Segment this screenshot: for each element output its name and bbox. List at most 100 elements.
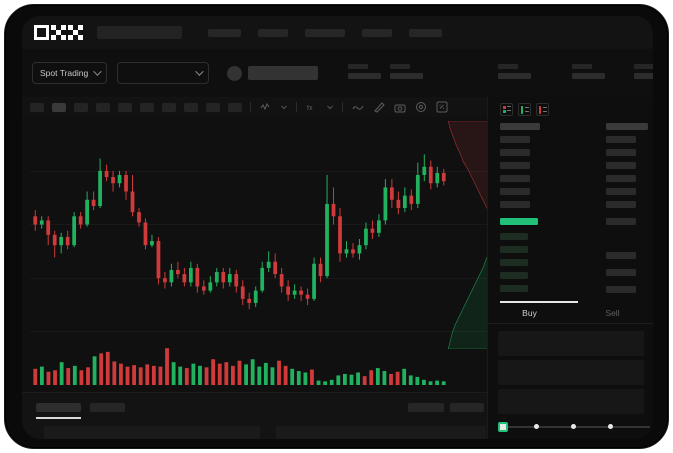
- stat-value: [572, 73, 605, 79]
- orders-tab-open[interactable]: [36, 403, 81, 412]
- pair-coin-avatar: [227, 65, 243, 81]
- orderbook-ask-row[interactable]: [500, 162, 530, 169]
- orderbook-last-price[interactable]: [500, 218, 538, 225]
- orderbook-rows[interactable]: [488, 123, 653, 303]
- price-field[interactable]: [498, 331, 644, 356]
- orderbook-amount-cell: [606, 201, 636, 208]
- orderbook-amount-cell: [606, 136, 636, 143]
- orderbook-ask-row[interactable]: [500, 201, 530, 208]
- logo-letter-o: [34, 25, 49, 40]
- stat-label: [634, 64, 653, 69]
- tab-sell[interactable]: Sell: [605, 308, 620, 318]
- orderbook-and-form-panel: Buy Sell: [487, 97, 653, 439]
- fullscreen-icon[interactable]: [436, 101, 448, 113]
- timeframe-button-10[interactable]: [228, 102, 242, 112]
- slider-track: [502, 426, 650, 428]
- market-stat-2: [390, 64, 423, 79]
- chart-gridlines: [22, 117, 487, 392]
- timeframe-button-5[interactable]: [118, 102, 132, 112]
- trading-mode-label: Spot Trading: [40, 68, 89, 78]
- stat-label: [572, 64, 592, 69]
- stat-label: [498, 64, 518, 69]
- nav-item-3[interactable]: [305, 28, 345, 37]
- indicators-icon[interactable]: fx: [306, 102, 317, 113]
- timeframe-button-7[interactable]: [162, 102, 176, 112]
- slider-stop-75[interactable]: [608, 424, 613, 429]
- chart-toolbar: fx: [22, 97, 487, 117]
- orderbook-ask-row[interactable]: [500, 123, 540, 130]
- chart-settings-icon[interactable]: [415, 101, 427, 113]
- orderbook-ask-row[interactable]: [500, 175, 530, 182]
- orderbook-amount-cell: [606, 188, 636, 195]
- trading-pair-select[interactable]: [117, 62, 210, 84]
- stat-value: [390, 73, 423, 79]
- slider-handle[interactable]: [498, 422, 508, 432]
- nav-item-1[interactable]: [208, 28, 241, 37]
- orders-panel: [22, 392, 487, 439]
- candlestick-series: [33, 154, 446, 310]
- device-bezel: Spot Trading fx: [4, 4, 669, 449]
- orders-content-block: [276, 426, 486, 439]
- nav-item-2[interactable]: [258, 28, 288, 37]
- orderbook-amount-cell: [606, 149, 636, 156]
- top-navigation-bar: [22, 16, 653, 49]
- amount-field[interactable]: [498, 360, 644, 385]
- orders-action-1[interactable]: [408, 403, 444, 412]
- nav-item-4[interactable]: [362, 28, 392, 37]
- stat-value: [348, 73, 381, 79]
- candlestick-chart-icon[interactable]: [260, 102, 271, 113]
- chart-type-chevron-icon[interactable]: [280, 103, 288, 111]
- orderbook-ask-row[interactable]: [500, 188, 530, 195]
- market-stat-4: [572, 64, 605, 79]
- indicators-chevron-icon[interactable]: [326, 103, 334, 111]
- slider-stop-50[interactable]: [571, 424, 576, 429]
- orders-content-block: [44, 426, 260, 439]
- logo-letter-x: [68, 25, 83, 40]
- timeframe-button-1[interactable]: [30, 102, 44, 112]
- orderbook-bid-row[interactable]: [500, 246, 528, 253]
- global-search-input[interactable]: [97, 26, 182, 39]
- orderbook-bid-row[interactable]: [500, 259, 528, 266]
- orderbook-bid-row[interactable]: [500, 233, 528, 240]
- okx-logo[interactable]: [34, 25, 83, 40]
- slider-stop-25[interactable]: [534, 424, 539, 429]
- svg-text:fx: fx: [307, 105, 313, 112]
- orderbook-amount-cell: [606, 269, 636, 276]
- orderbook-ask-row[interactable]: [500, 136, 530, 143]
- orderbook-bid-row[interactable]: [500, 285, 528, 292]
- price-chart-area[interactable]: [22, 117, 498, 392]
- timeframe-button-3[interactable]: [74, 102, 88, 112]
- stat-value: [634, 73, 653, 79]
- total-field[interactable]: [498, 389, 644, 414]
- timeframe-button-6[interactable]: [140, 102, 154, 112]
- orderbook-amount-cell: [606, 162, 636, 169]
- market-stat-5: [634, 64, 653, 79]
- trading-mode-select[interactable]: Spot Trading: [32, 62, 108, 84]
- timeframe-button-4[interactable]: [96, 102, 110, 112]
- timeframe-button-2[interactable]: [52, 102, 66, 112]
- camera-snapshot-icon[interactable]: [394, 102, 406, 113]
- orderbook-amount-cell: [606, 123, 648, 130]
- nav-item-5[interactable]: [409, 28, 442, 37]
- stat-label: [390, 64, 410, 69]
- orderbook-mode-bids[interactable]: [518, 103, 531, 116]
- orders-action-2[interactable]: [450, 403, 484, 412]
- timeframe-button-9[interactable]: [206, 102, 220, 112]
- app-screen: Spot Trading fx: [22, 16, 653, 439]
- toolbar-divider: [342, 102, 343, 112]
- orderbook-ask-row[interactable]: [500, 149, 530, 156]
- line-chart-icon[interactable]: [352, 102, 364, 113]
- drawing-tools-icon[interactable]: [373, 101, 385, 113]
- orderbook-mode-asks[interactable]: [536, 103, 549, 116]
- orderbook-mode-both[interactable]: [500, 103, 513, 116]
- orderbook-amount-cell: [606, 175, 636, 182]
- orders-tab-history[interactable]: [90, 403, 125, 412]
- timeframe-button-8[interactable]: [184, 102, 198, 112]
- tab-buy[interactable]: Buy: [522, 308, 537, 318]
- orderbook-bid-row[interactable]: [500, 272, 528, 279]
- percent-slider[interactable]: [498, 422, 650, 432]
- chevron-down-icon: [93, 67, 102, 76]
- last-price-value: [248, 66, 319, 80]
- gridline: [30, 171, 487, 172]
- timeframe-group: [22, 102, 242, 112]
